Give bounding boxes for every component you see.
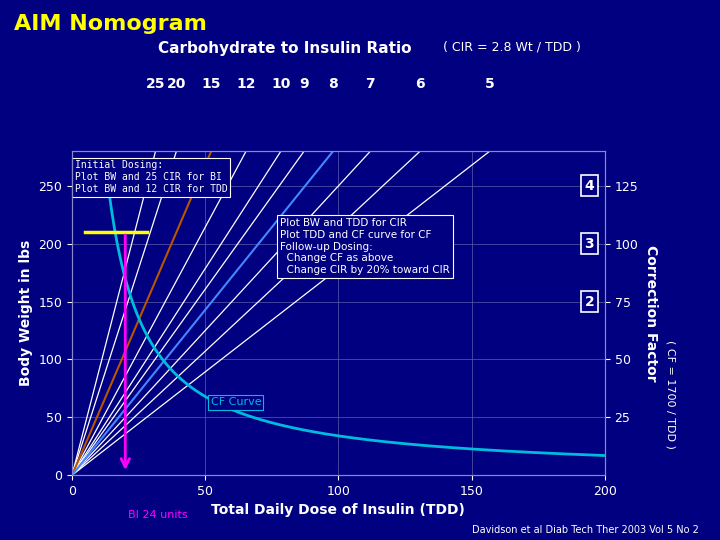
- Text: Correction Factor: Correction Factor: [644, 245, 658, 382]
- Text: CF Curve: CF Curve: [210, 397, 261, 407]
- Text: 5: 5: [485, 77, 495, 91]
- Text: 8: 8: [328, 77, 338, 91]
- Text: 25: 25: [145, 77, 166, 91]
- Text: 2: 2: [585, 295, 594, 309]
- X-axis label: Total Daily Dose of Insulin (TDD): Total Daily Dose of Insulin (TDD): [212, 503, 465, 517]
- Text: 15: 15: [202, 77, 221, 91]
- Text: BI 24 units: BI 24 units: [128, 510, 188, 520]
- Text: 20: 20: [167, 77, 186, 91]
- Text: 7: 7: [366, 77, 375, 91]
- Text: 9: 9: [300, 77, 309, 91]
- Text: 3: 3: [585, 237, 594, 251]
- Text: 10: 10: [271, 77, 291, 91]
- Text: Initial Dosing:
Plot BW and 25 CIR for BI
Plot BW and 12 CIR for TDD: Initial Dosing: Plot BW and 25 CIR for B…: [75, 160, 228, 194]
- Text: ( CIR = 2.8 Wt / TDD ): ( CIR = 2.8 Wt / TDD ): [443, 40, 580, 53]
- Y-axis label: Body Weight in lbs: Body Weight in lbs: [19, 240, 33, 386]
- Text: 4: 4: [585, 179, 594, 193]
- Text: 12: 12: [236, 77, 256, 91]
- Text: 6: 6: [415, 77, 425, 91]
- Text: Davidson et al Diab Tech Ther 2003 Vol 5 No 2: Davidson et al Diab Tech Ther 2003 Vol 5…: [472, 524, 698, 535]
- Text: ( CF = 1700 / TDD ): ( CF = 1700 / TDD ): [666, 340, 676, 449]
- Text: Plot BW and TDD for CIR
Plot TDD and CF curve for CF
Follow-up Dosing:
  Change : Plot BW and TDD for CIR Plot TDD and CF …: [280, 218, 449, 275]
- Text: Carbohydrate to Insulin Ratio: Carbohydrate to Insulin Ratio: [158, 40, 412, 56]
- Text: AIM Nomogram: AIM Nomogram: [14, 14, 207, 33]
